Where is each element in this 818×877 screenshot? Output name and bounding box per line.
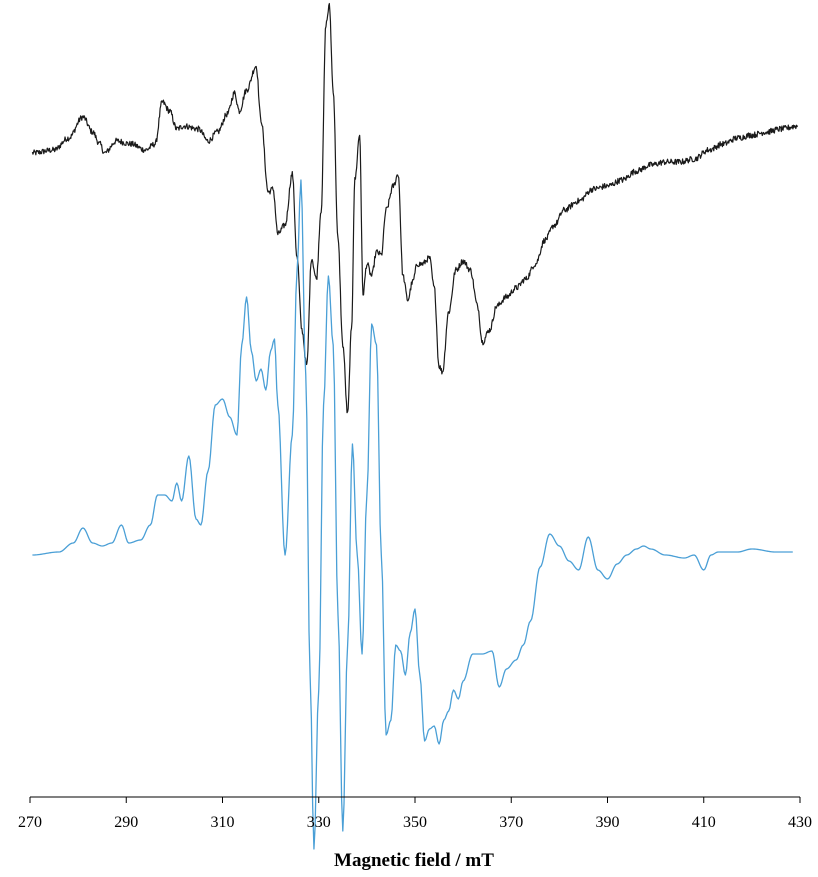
x-tick-label-410: 410 — [692, 814, 716, 831]
x-tick-label-270: 270 — [18, 814, 42, 831]
series-layer — [31, 2, 799, 850]
experimental-spectrum-line — [31, 2, 799, 414]
x-tick-label-390: 390 — [596, 814, 620, 831]
x-tick-label-430: 430 — [788, 814, 812, 831]
x-tick-label-370: 370 — [499, 814, 523, 831]
x-axis-title: Magnetic field / mT — [334, 850, 494, 871]
x-tick-label-310: 310 — [211, 814, 235, 831]
x-tick-label-290: 290 — [114, 814, 138, 831]
simulated-spectrum-line — [32, 179, 793, 850]
x-tick-label-350: 350 — [403, 814, 427, 831]
x-tick-label-330: 330 — [307, 814, 331, 831]
x-axis-ticks: 270 290 310 330 350 370 390 410 430 — [18, 797, 812, 831]
